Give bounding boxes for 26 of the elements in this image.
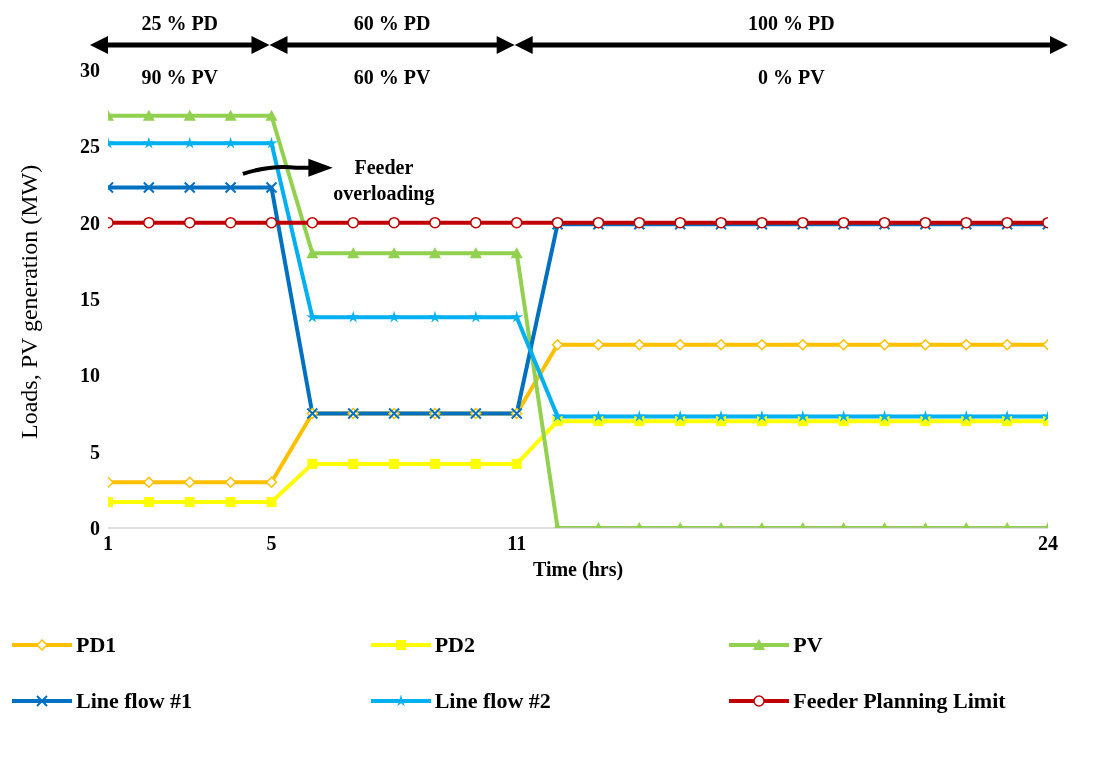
y-axis-title: Loads, PV generation (MW) (15, 164, 42, 439)
annotation: 0 % PV (758, 66, 826, 88)
legend-label: Line flow #1 (76, 688, 193, 714)
annotation: 60 % PV (353, 66, 431, 88)
annotation: 90 % PV (141, 66, 219, 88)
text: 100 % PD (748, 12, 835, 34)
x-tick-label: 1 (103, 532, 113, 555)
y-tick-label: 30 (80, 59, 100, 82)
x-axis-title: Time (hrs) (532, 558, 624, 581)
legend-label: PV (793, 632, 823, 658)
legend-label: PD1 (76, 632, 117, 658)
y-tick-label: 5 (90, 440, 100, 463)
x-tick-label: 5 (266, 532, 277, 555)
text: 60 % PD (353, 12, 431, 34)
y-tick-label: 25 (80, 135, 100, 158)
y-tick-label: 20 (80, 211, 100, 234)
legend-label: PD2 (434, 632, 475, 658)
x-tick-label: 11 (507, 532, 527, 555)
y-tick-label: 10 (80, 364, 100, 387)
y-tick-label: 15 (80, 288, 100, 311)
x-tick-label: 24 (1038, 532, 1058, 555)
text: 25 % PD (141, 12, 219, 34)
legend-label: Line flow #2 (434, 688, 551, 714)
legend-label: Feeder Planning Limit (793, 688, 1006, 714)
annotation: Feeder overloading (333, 155, 435, 205)
y-tick-label: 0 (90, 517, 100, 540)
